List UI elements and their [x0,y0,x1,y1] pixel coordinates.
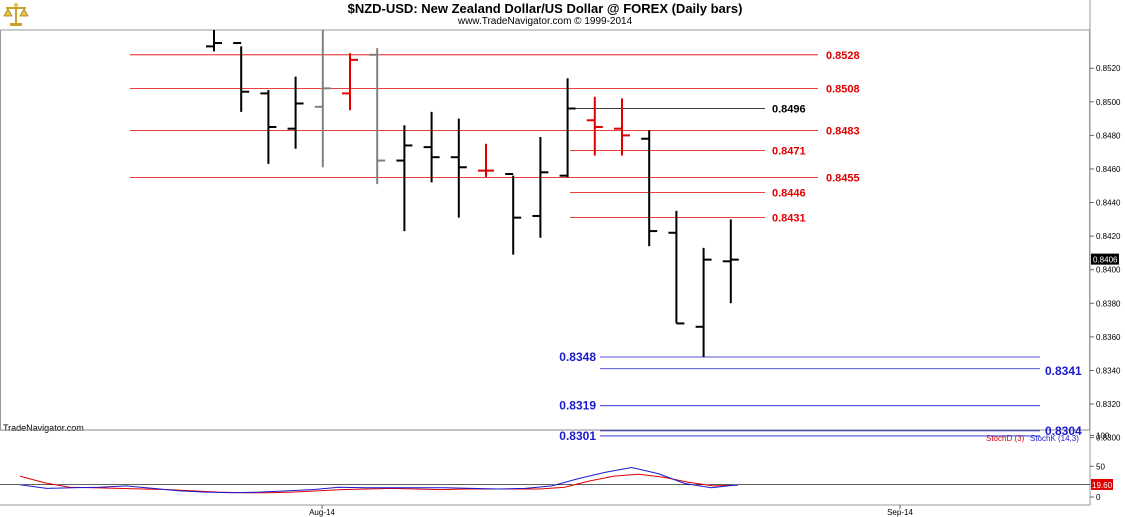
stoch-y-tick-label: 100 [1096,432,1110,441]
stoch-value-box [1091,478,1113,490]
y-tick-label: 0.8460 [1096,165,1121,174]
x-tick-label: Aug-14 [309,508,335,517]
y-tick-label: 0.8400 [1096,266,1121,275]
legend-stoch-k: StochK (14,3) [1030,434,1079,443]
ohlc-bar [260,90,277,164]
ohlc-bar [641,130,658,247]
y-tick-label: 0.8380 [1096,299,1121,308]
ohlc-bar [342,53,358,111]
level-label-0.8341: 0.8341 [1045,364,1082,378]
level-label-0.8301: 0.8301 [559,429,596,443]
ohlc-bar [450,118,467,218]
y-tick-label: 0.8300 [1096,434,1121,443]
ohlc-bar [287,76,304,149]
ohlc-bar [206,30,222,52]
ohlc-bar [369,48,386,185]
level-label-0.8508: 0.8508 [826,83,860,95]
level-label-0.8528: 0.8528 [826,50,860,62]
last-price-label: 0.8406 [1093,256,1118,265]
stoch-y-tick-label: 50 [1096,462,1105,471]
ohlc-bar [559,78,576,178]
stoch-value-label: 19.60 [1092,481,1113,490]
ohlc-bar [314,30,331,168]
stoch-line-d [19,473,739,494]
level-label-0.8304: 0.8304 [1045,424,1082,438]
chart-title: $NZD-USD: New Zealand Dollar/US Dollar @… [347,1,743,16]
level-label-0.8319: 0.8319 [559,399,596,413]
level-label-0.8348: 0.8348 [559,350,596,364]
y-tick-label: 0.8480 [1096,131,1121,140]
ohlc-bar [478,143,494,178]
ohlc-bar [233,42,250,112]
y-tick-label: 0.8320 [1096,400,1121,409]
y-tick-label: 0.8360 [1096,333,1121,342]
ohlc-bar [614,98,630,156]
level-label-0.8471: 0.8471 [772,145,806,157]
ohlc-bar [695,247,712,358]
brand-label: TradeNavigator.com [3,423,84,433]
gold-balance-scale-icon [2,2,30,33]
y-tick-label: 0.8520 [1096,64,1121,73]
ohlc-bar [396,125,413,232]
ohlc-bar [722,219,739,304]
level-label-0.8446: 0.8446 [772,187,806,199]
ohlc-bar [532,137,549,238]
x-tick-label: Sep-14 [887,508,913,517]
price-panel [0,29,1090,431]
level-label-0.8483: 0.8483 [826,125,860,137]
ohlc-bar [668,210,685,325]
level-label-0.8496: 0.8496 [772,104,806,116]
level-label-0.8431: 0.8431 [772,213,806,225]
ohlc-bar [423,111,440,183]
level-label-0.8455: 0.8455 [826,172,860,184]
y-tick-label: 0.8500 [1096,98,1121,107]
legend-stoch-d: StochD (3) [986,434,1025,443]
stoch-y-tick-label: 0 [1096,493,1101,502]
ohlc-bar [505,172,522,255]
y-tick-label: 0.8440 [1096,199,1121,208]
stoch-line-k [19,466,739,494]
y-tick-label: 0.8420 [1096,232,1121,241]
last-price-box [1091,253,1119,265]
y-tick-label: 0.8340 [1096,366,1121,375]
chart-subtitle: www.TradeNavigator.com © 1999-2014 [457,16,633,27]
ohlc-bar [586,96,603,156]
